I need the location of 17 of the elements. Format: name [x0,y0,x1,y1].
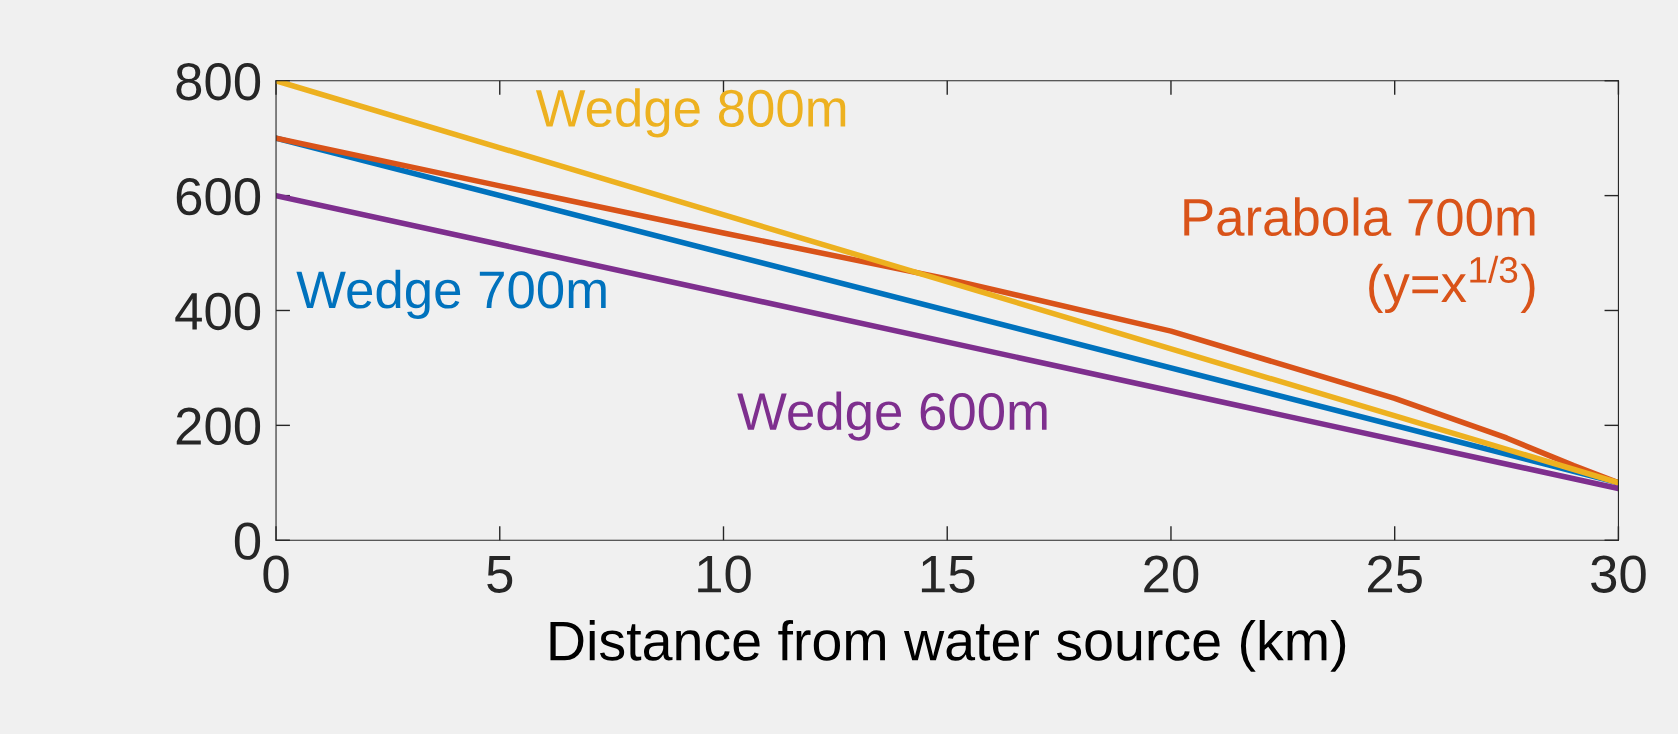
x-tick-label: 20 [1144,555,1199,593]
x-tick-label: 25 [1368,555,1422,593]
x-tick-label: 0 [263,555,289,593]
x-tick-label: 10 [698,555,751,593]
series-label: Parabola 700m (y=x$^{1/3}$) [1184,197,1535,314]
series-label: Wedge 800m [535,88,846,138]
series-label: Wedge 600m [737,391,1047,441]
x-tick-label: 30 [1591,555,1646,593]
series-label: Wedge 700m [296,269,606,319]
x-tick-label: 5 [487,556,513,593]
x-tick-label: 15 [921,556,975,593]
y-tick-label: 0 [234,522,261,560]
y-tick-label: 800 [176,63,261,101]
x-axis-title: Distance from water source (km) [550,619,1346,672]
y-tick-label: 200 [176,407,261,445]
y-tick-label: 600 [176,177,261,216]
y-tick-label: 400 [175,292,261,331]
